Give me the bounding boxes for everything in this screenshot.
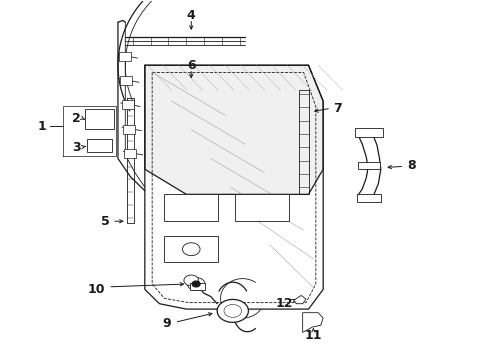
Bar (123, 125, 135, 134)
Bar (119, 52, 131, 61)
Text: 6: 6 (187, 59, 196, 72)
Bar (355, 128, 383, 137)
Text: 11: 11 (305, 329, 322, 342)
Circle shape (192, 281, 200, 287)
Text: 4: 4 (187, 9, 196, 22)
Bar (122, 100, 134, 109)
Bar (120, 76, 132, 85)
Text: 1: 1 (38, 120, 47, 133)
Polygon shape (145, 65, 323, 194)
Bar (164, 194, 218, 221)
Text: 2: 2 (72, 112, 81, 125)
FancyBboxPatch shape (85, 109, 114, 129)
Bar (164, 235, 218, 262)
Text: 7: 7 (334, 102, 342, 115)
Bar (235, 194, 289, 221)
Text: 10: 10 (87, 283, 105, 296)
Text: 3: 3 (72, 140, 81, 153)
Circle shape (184, 275, 198, 286)
Polygon shape (303, 313, 323, 332)
Circle shape (224, 305, 242, 318)
Text: 12: 12 (275, 297, 293, 310)
Text: 9: 9 (163, 317, 171, 330)
Bar (358, 162, 380, 169)
Polygon shape (294, 296, 306, 304)
Circle shape (217, 300, 248, 322)
FancyBboxPatch shape (87, 139, 112, 152)
Bar (190, 283, 205, 290)
Bar (124, 149, 136, 158)
Text: 5: 5 (101, 215, 110, 228)
Circle shape (182, 243, 200, 256)
Bar (357, 194, 381, 202)
Text: 8: 8 (407, 159, 416, 172)
